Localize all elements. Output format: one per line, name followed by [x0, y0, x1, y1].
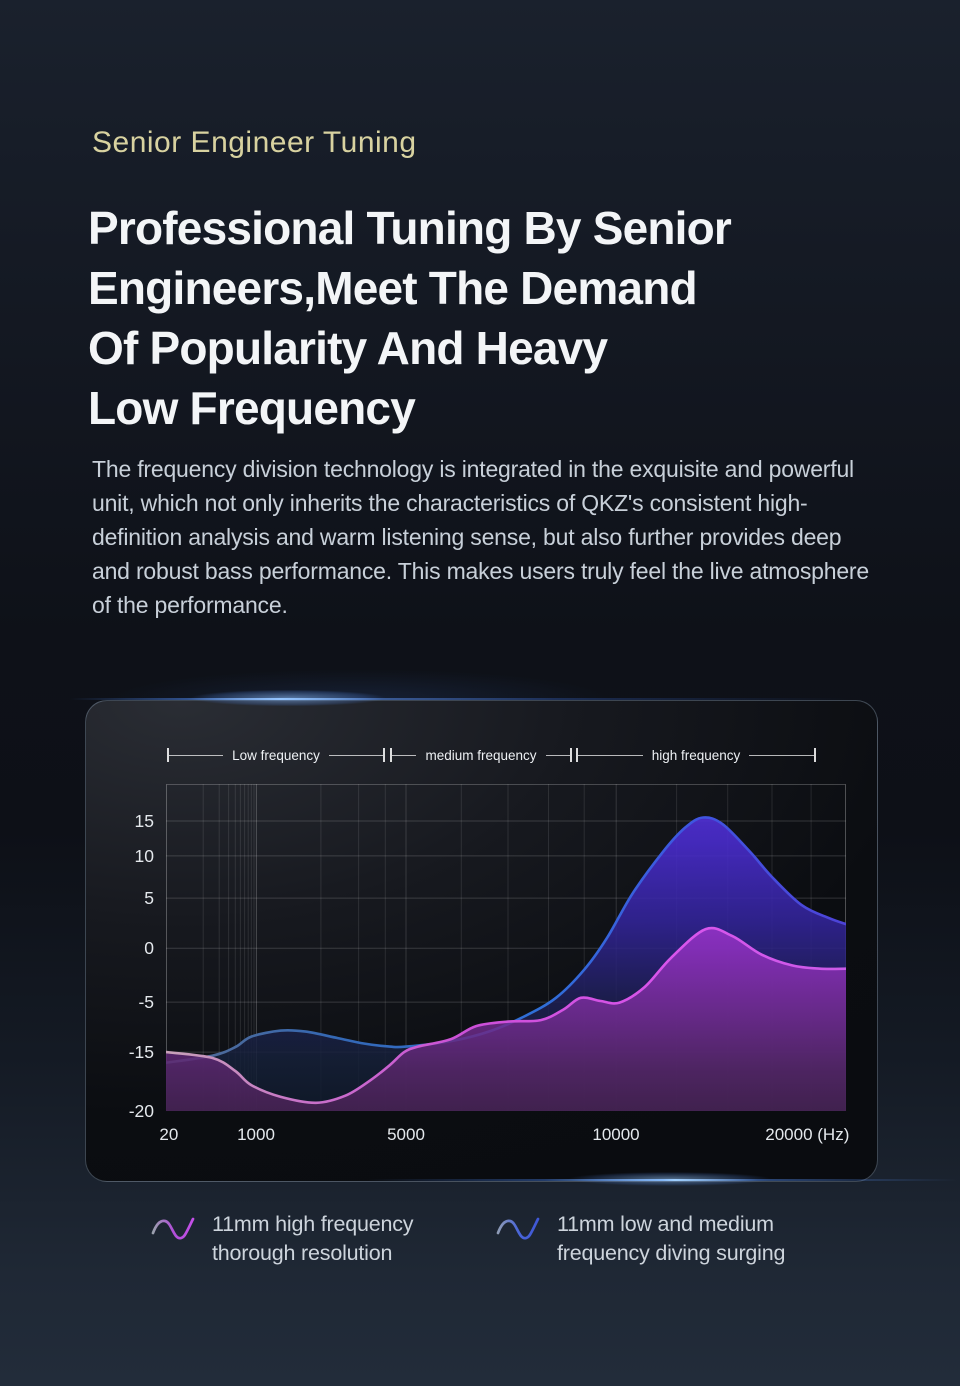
- frequency-band: medium frequency: [390, 747, 572, 763]
- legend-label: 11mm high frequency thorough resolution: [212, 1212, 414, 1265]
- x-tick-label: 5000: [387, 1125, 425, 1144]
- y-tick-label: -20: [128, 1101, 154, 1121]
- legend-label: 11mm low and medium frequency diving sur…: [557, 1212, 786, 1265]
- y-tick-label: 5: [144, 888, 154, 908]
- headline-line-1: Professional Tuning By Senior: [88, 202, 732, 254]
- band-label: Low frequency: [232, 747, 320, 763]
- headline-line-4: Low Frequency: [88, 382, 416, 434]
- y-tick-label: 15: [134, 811, 154, 831]
- y-tick-label: 10: [134, 846, 154, 866]
- y-tick-label: -15: [128, 1042, 154, 1062]
- frequency-band: high frequency: [576, 747, 816, 763]
- headline-line-3: Of Popularity And Heavy: [88, 322, 608, 374]
- frequency-band-header: Low frequency medium frequency high freque…: [166, 747, 846, 763]
- band-label: high frequency: [651, 747, 741, 763]
- headline-line-2: Engineers,Meet The Demand: [88, 262, 698, 314]
- page-title: Professional Tuning By Senior Engineers,…: [88, 198, 732, 438]
- y-tick-label: -5: [138, 992, 154, 1012]
- sine-wave-icon: [496, 1217, 540, 1240]
- band-label: medium frequency: [425, 747, 537, 763]
- area-series-1: [166, 928, 846, 1111]
- x-tick-label: 20: [159, 1125, 179, 1144]
- line-series-0: [166, 816, 846, 1064]
- frequency-band: Low frequency: [167, 747, 385, 763]
- legend-item-low-medium-frequency: 11mm low and medium frequency diving sur…: [495, 1210, 785, 1268]
- legend-item-high-frequency: 11mm high frequency thorough resolution: [150, 1210, 414, 1268]
- eyebrow-label: Senior Engineer Tuning: [92, 126, 417, 159]
- y-tick-label: 0: [144, 938, 154, 958]
- x-tick-label: 20000 (Hz): [765, 1125, 850, 1144]
- chart-card: Low frequency medium frequency high freque…: [85, 700, 878, 1182]
- sine-wave-icon: [151, 1217, 195, 1240]
- x-tick-label: 1000: [237, 1125, 275, 1144]
- x-tick-label: 10000: [592, 1125, 640, 1144]
- frequency-response-chart: [166, 784, 846, 1111]
- body-paragraph: The frequency division technology is int…: [92, 456, 869, 618]
- line-series-1: [166, 926, 846, 1105]
